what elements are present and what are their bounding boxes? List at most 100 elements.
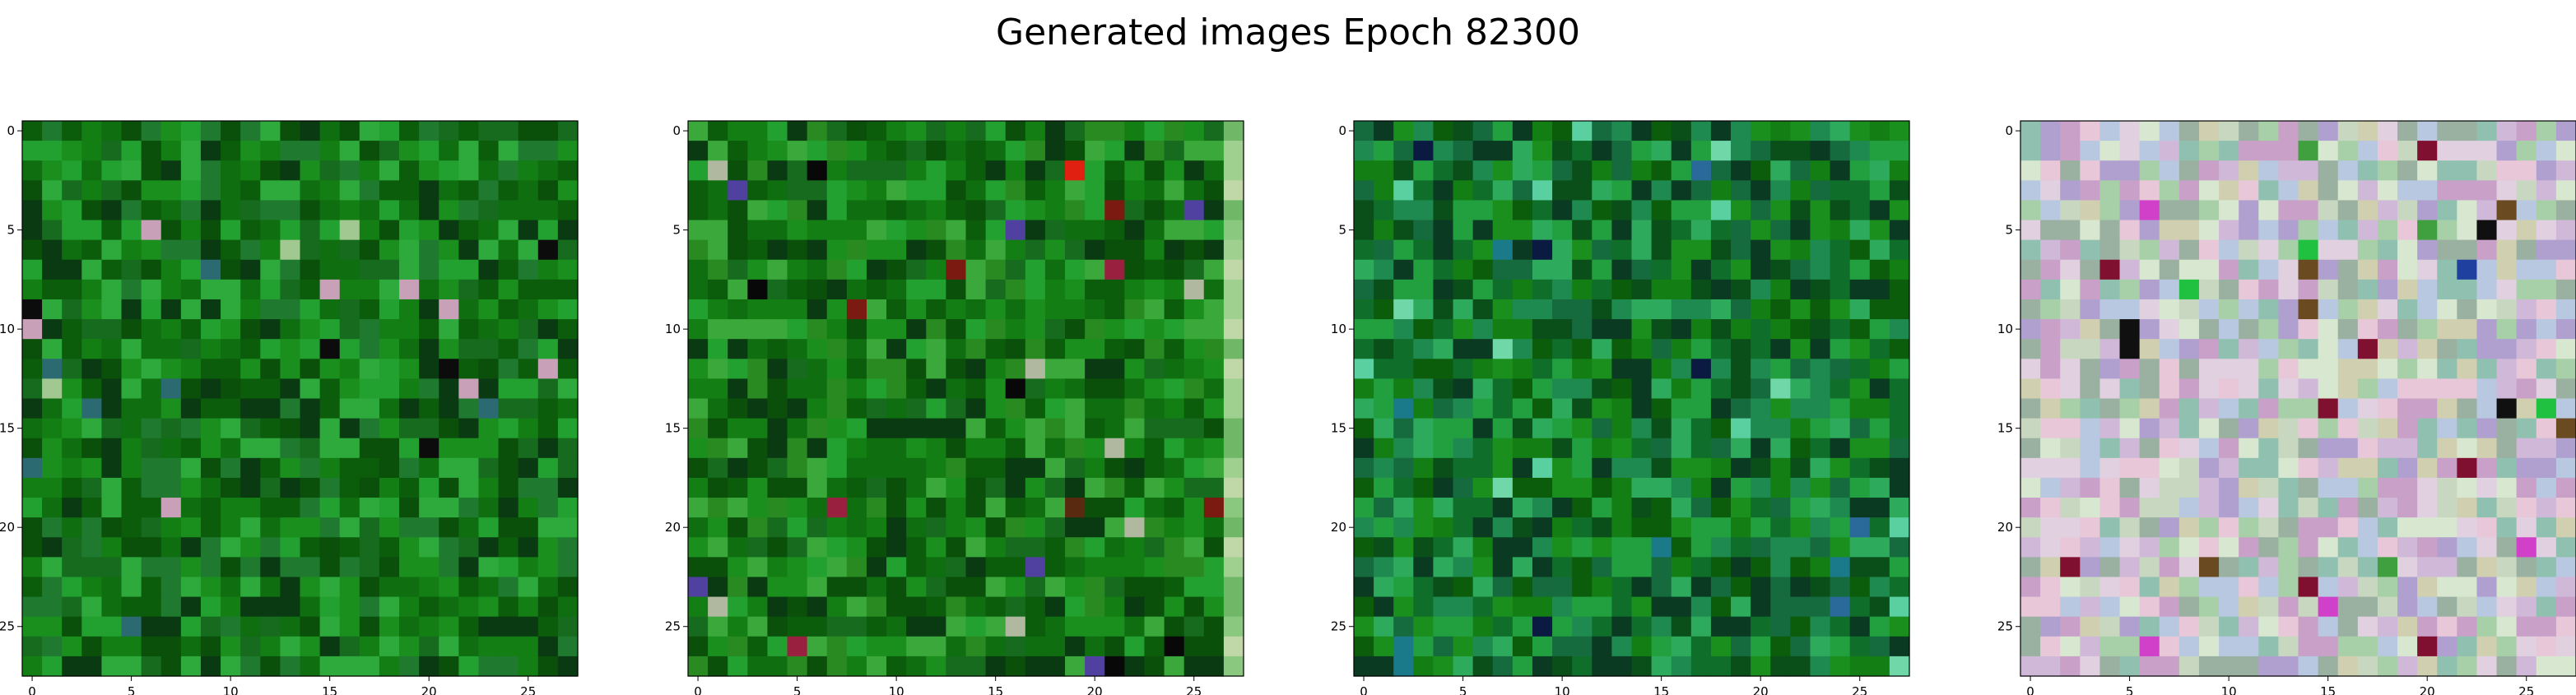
pixel bbox=[2555, 477, 2576, 498]
pixel bbox=[2437, 378, 2457, 400]
pixel bbox=[221, 299, 241, 320]
pixel bbox=[2318, 577, 2339, 598]
pixel bbox=[2099, 477, 2121, 498]
pixel bbox=[1492, 239, 1514, 261]
pixel bbox=[62, 636, 82, 657]
pixel bbox=[2040, 339, 2061, 359]
pixel bbox=[2496, 418, 2518, 439]
pixel bbox=[2377, 299, 2398, 320]
pixel bbox=[1790, 180, 1811, 202]
pixel bbox=[240, 418, 261, 439]
pixel bbox=[846, 259, 867, 280]
pixel bbox=[1849, 121, 1871, 141]
pixel bbox=[2159, 239, 2180, 261]
pixel bbox=[260, 239, 281, 261]
pixel bbox=[280, 656, 301, 677]
pixel bbox=[1354, 239, 1374, 261]
pixel bbox=[221, 596, 241, 618]
pixel bbox=[22, 200, 43, 221]
pixel bbox=[965, 577, 987, 598]
pixel bbox=[1144, 180, 1165, 202]
pixel bbox=[2397, 498, 2418, 518]
pixel bbox=[1223, 160, 1244, 181]
pixel bbox=[1124, 457, 1146, 479]
pixel bbox=[101, 477, 123, 498]
pixel bbox=[946, 577, 967, 598]
pixel bbox=[1183, 656, 1205, 677]
pixel bbox=[518, 141, 539, 161]
pixel bbox=[379, 160, 400, 181]
pixel bbox=[1164, 339, 1185, 359]
pixel bbox=[280, 200, 301, 221]
pixel bbox=[1223, 616, 1244, 637]
pixel bbox=[747, 339, 769, 359]
pixel bbox=[1869, 180, 1890, 202]
y-tick-label: 25 bbox=[665, 619, 681, 634]
pixel bbox=[1751, 121, 1771, 141]
pixel bbox=[1025, 457, 1046, 479]
pixel bbox=[2397, 259, 2418, 280]
pixel bbox=[2159, 398, 2180, 419]
pixel bbox=[2496, 477, 2518, 498]
pixel bbox=[478, 477, 500, 498]
pixel bbox=[557, 577, 579, 598]
pixel bbox=[1532, 121, 1553, 141]
pixel bbox=[221, 557, 241, 578]
pixel bbox=[1164, 457, 1185, 479]
pixel bbox=[339, 398, 360, 419]
pixel bbox=[1005, 557, 1026, 578]
pixel bbox=[2159, 121, 2180, 141]
pixel bbox=[2318, 418, 2339, 439]
pixel bbox=[2536, 299, 2557, 320]
pixel bbox=[1124, 596, 1146, 618]
pixel bbox=[1790, 200, 1811, 221]
pixel bbox=[537, 121, 559, 141]
pixel bbox=[1025, 596, 1046, 618]
pixel bbox=[2278, 239, 2299, 261]
pixel bbox=[200, 498, 221, 518]
pixel bbox=[708, 220, 728, 241]
pixel bbox=[767, 319, 788, 340]
pixel bbox=[1005, 180, 1026, 202]
pixel bbox=[985, 259, 1007, 280]
pixel bbox=[2198, 378, 2220, 400]
pixel bbox=[141, 457, 162, 479]
pixel bbox=[965, 517, 987, 538]
pixel bbox=[240, 596, 261, 618]
pixel bbox=[498, 259, 519, 280]
pixel bbox=[2239, 418, 2259, 439]
pixel bbox=[2417, 636, 2438, 657]
pixel bbox=[42, 299, 63, 320]
pixel bbox=[379, 517, 400, 538]
pixel bbox=[2020, 200, 2041, 221]
pixel bbox=[399, 457, 420, 479]
pixel bbox=[300, 259, 321, 280]
pixel bbox=[2397, 457, 2418, 479]
pixel bbox=[399, 239, 420, 261]
pixel bbox=[2457, 498, 2478, 518]
pixel bbox=[2298, 616, 2319, 637]
pixel bbox=[399, 359, 420, 379]
pixel bbox=[1005, 239, 1026, 261]
pixel bbox=[319, 299, 341, 320]
x-tick-label: 10 bbox=[223, 684, 239, 695]
y-tick-label: 10 bbox=[0, 322, 15, 336]
pixel bbox=[2040, 279, 2061, 300]
pixel bbox=[1203, 616, 1225, 637]
pixel bbox=[2516, 656, 2537, 677]
pixel bbox=[2536, 596, 2557, 618]
pixel bbox=[2337, 656, 2359, 677]
pixel bbox=[1085, 141, 1105, 161]
pixel bbox=[2159, 319, 2180, 340]
pixel bbox=[985, 418, 1007, 439]
pixel bbox=[1869, 200, 1890, 221]
pixel bbox=[985, 319, 1007, 340]
pixel bbox=[866, 200, 887, 221]
pixel bbox=[101, 121, 123, 141]
pixel bbox=[1005, 339, 1026, 359]
pixel bbox=[1044, 141, 1066, 161]
pixel bbox=[1104, 160, 1125, 181]
pixel bbox=[2258, 557, 2279, 578]
pixel bbox=[379, 537, 400, 558]
